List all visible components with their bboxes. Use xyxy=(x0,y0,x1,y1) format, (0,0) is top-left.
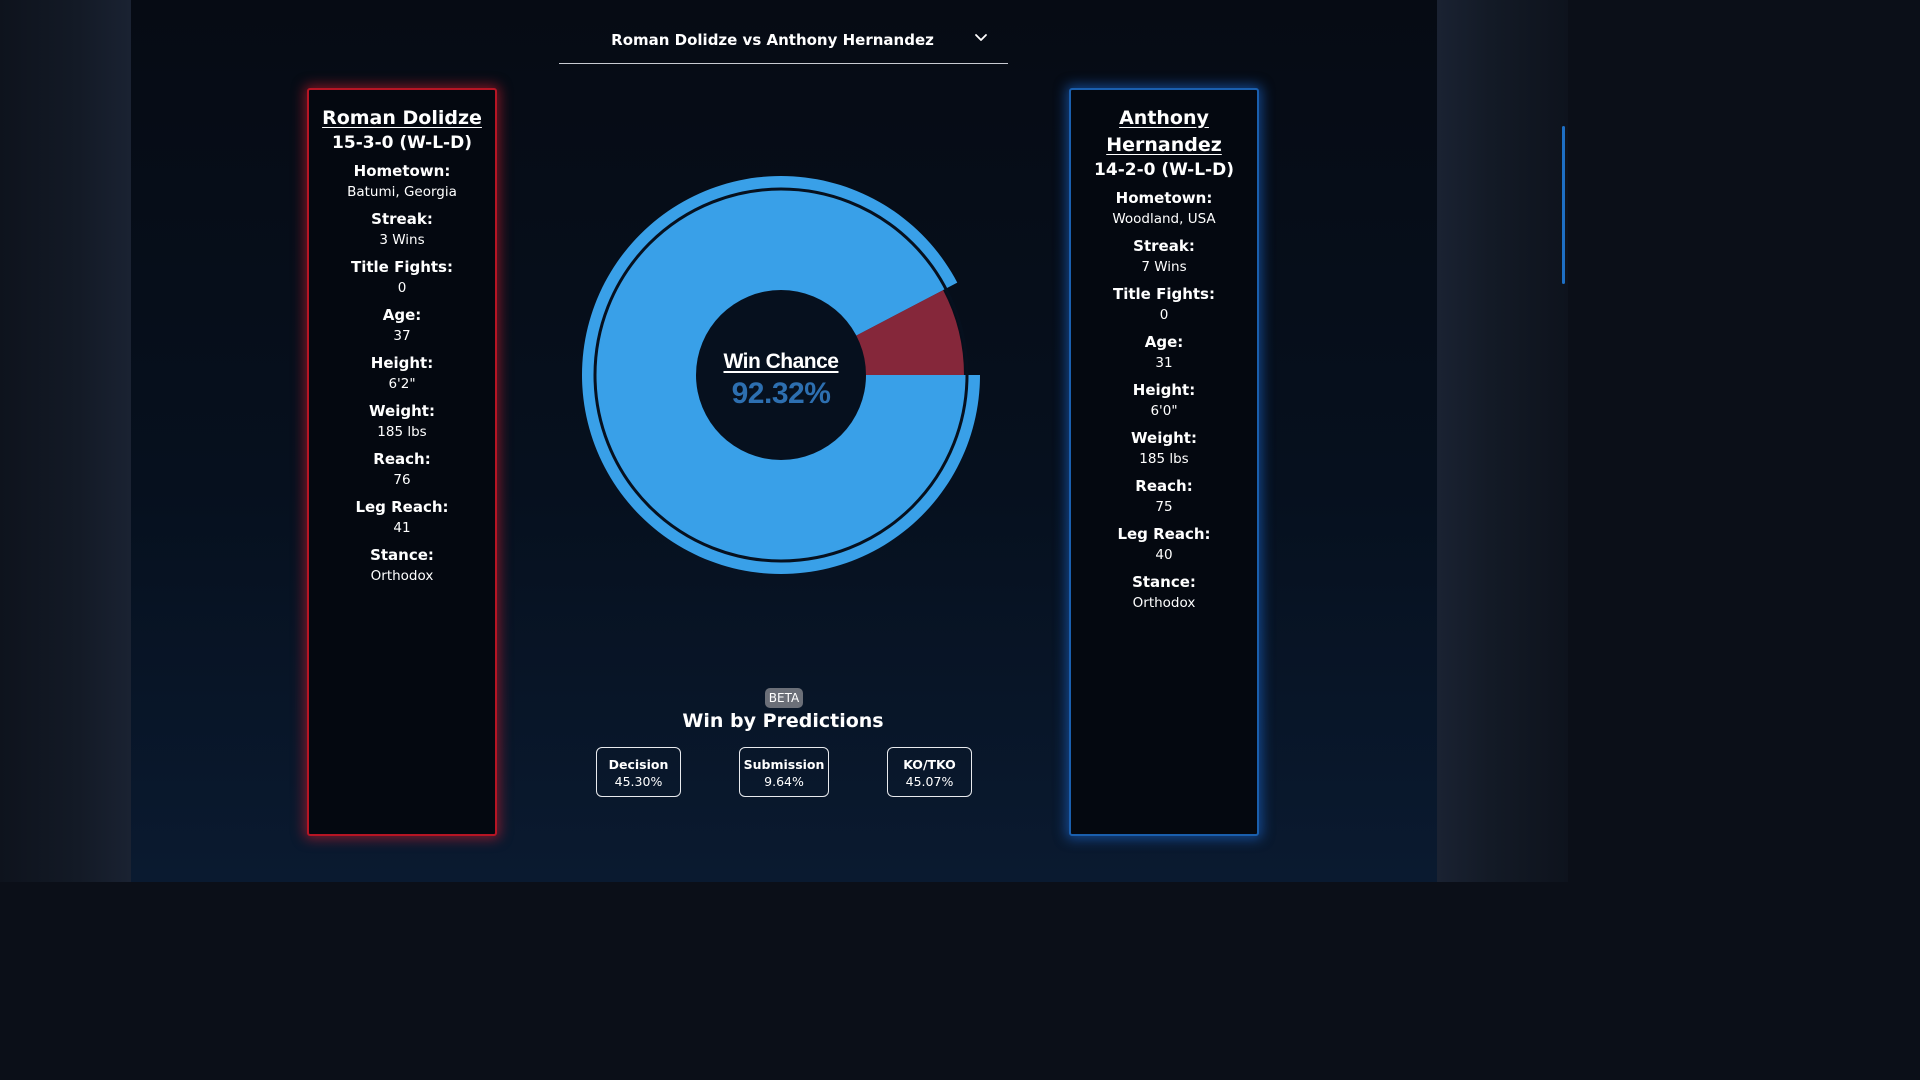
win-chance-value: 92.32% xyxy=(731,377,831,410)
prediction-label: Submission xyxy=(743,757,825,772)
stat-label: Weight: xyxy=(1131,429,1197,447)
fighter-card-red: Roman Dolidze 15-3-0 (W-L-D) Hometown: B… xyxy=(307,88,497,836)
prediction-value: 45.07% xyxy=(905,774,954,789)
stat-value: 40 xyxy=(1155,547,1173,563)
stat-label: Height: xyxy=(1132,381,1196,399)
stat-value: 7 Wins xyxy=(1141,259,1187,275)
stat-label: Leg Reach: xyxy=(1117,525,1211,543)
stat-title-fights: Title Fights: 0 xyxy=(309,257,495,299)
stat-label: Hometown: xyxy=(1115,189,1213,207)
chevron-down-icon xyxy=(975,34,987,41)
stat-label: Streak: xyxy=(1133,237,1195,255)
prediction-decision: Decision 45.30% xyxy=(596,747,681,797)
stat-label: Age: xyxy=(1144,333,1184,351)
stat-label: Leg Reach: xyxy=(355,498,449,516)
stat-value: 31 xyxy=(1155,355,1173,371)
prediction-label: Decision xyxy=(608,757,669,772)
stat-label: Streak: xyxy=(371,210,433,228)
stat-value: Batumi, Georgia xyxy=(347,184,457,200)
stat-label: Title Fights: xyxy=(1113,285,1215,303)
fight-select-dropdown[interactable]: Roman Dolidze vs Anthony Hernandez xyxy=(559,18,1008,64)
stat-streak: Streak: 3 Wins xyxy=(309,209,495,251)
stat-label: Stance: xyxy=(1132,573,1196,591)
stat-value: Woodland, USA xyxy=(1112,211,1216,227)
stat-stance: Stance: Orthodox xyxy=(309,545,495,587)
fighter-name[interactable]: Anthony Hernandez xyxy=(1106,107,1222,156)
prediction-submission: Submission 9.64% xyxy=(739,747,829,797)
stat-label: Stance: xyxy=(370,546,434,564)
stat-leg-reach: Leg Reach: 41 xyxy=(309,497,495,539)
stat-value: 6'0" xyxy=(1150,403,1178,419)
fighter-record: 14-2-0 (W-L-D) xyxy=(1094,160,1234,180)
fighter-name[interactable]: Roman Dolidze xyxy=(322,107,482,129)
stat-value: 41 xyxy=(393,520,411,536)
stat-streak: Streak: 7 Wins xyxy=(1071,236,1257,278)
stat-title-fights: Title Fights: 0 xyxy=(1071,284,1257,326)
stat-value: 76 xyxy=(393,472,411,488)
stat-value: Orthodox xyxy=(1132,595,1196,611)
stat-stance: Stance: Orthodox xyxy=(1071,572,1257,614)
stat-value: 0 xyxy=(397,280,407,296)
scrollbar-thumb[interactable] xyxy=(1562,126,1565,284)
stat-label: Title Fights: xyxy=(351,258,453,276)
win-chance-center-hole xyxy=(696,290,866,460)
stat-label: Height: xyxy=(370,354,434,372)
left-margin-shade xyxy=(0,0,131,882)
stat-label: Age: xyxy=(382,306,422,324)
stat-label: Hometown: xyxy=(353,162,451,180)
win-chance-chart xyxy=(582,176,980,574)
stat-weight: Weight: 185 lbs xyxy=(1071,428,1257,470)
right-margin-shade xyxy=(1437,0,1568,882)
stat-reach: Reach: 76 xyxy=(309,449,495,491)
win-chance-title: Win Chance xyxy=(723,350,840,373)
stat-height: Height: 6'2" xyxy=(309,353,495,395)
stat-leg-reach: Leg Reach: 40 xyxy=(1071,524,1257,566)
page: Roman Dolidze vs Anthony Hernandez Roman… xyxy=(0,0,1568,882)
stat-label: Reach: xyxy=(373,450,431,468)
win-chance-ring xyxy=(593,187,969,563)
fighter-record: 15-3-0 (W-L-D) xyxy=(332,133,472,153)
fighter-card-blue: Anthony Hernandez 14-2-0 (W-L-D) Hometow… xyxy=(1069,88,1259,836)
fight-select-label: Roman Dolidze vs Anthony Hernandez xyxy=(611,31,934,49)
stat-value: 185 lbs xyxy=(377,424,427,440)
beta-badge: BETA xyxy=(765,688,803,708)
stat-label: Weight: xyxy=(369,402,435,420)
stat-label: Reach: xyxy=(1135,477,1193,495)
stat-value: Orthodox xyxy=(370,568,434,584)
stat-value: 75 xyxy=(1155,499,1173,515)
stat-hometown: Hometown: Batumi, Georgia xyxy=(309,161,495,203)
prediction-value: 9.64% xyxy=(764,774,804,789)
prediction-value: 45.30% xyxy=(614,774,663,789)
stat-value: 0 xyxy=(1159,307,1169,323)
prediction-ko-tko: KO/TKO 45.07% xyxy=(887,747,972,797)
stat-value: 185 lbs xyxy=(1139,451,1189,467)
prediction-label: KO/TKO xyxy=(903,757,956,772)
stat-weight: Weight: 185 lbs xyxy=(309,401,495,443)
stat-hometown: Hometown: Woodland, USA xyxy=(1071,188,1257,230)
stat-value: 6'2" xyxy=(388,376,416,392)
stat-value: 3 Wins xyxy=(379,232,425,248)
predictions-title: Win by Predictions xyxy=(682,710,884,732)
stat-age: Age: 37 xyxy=(309,305,495,347)
stat-reach: Reach: 75 xyxy=(1071,476,1257,518)
stat-height: Height: 6'0" xyxy=(1071,380,1257,422)
stat-age: Age: 31 xyxy=(1071,332,1257,374)
stat-value: 37 xyxy=(393,328,411,344)
